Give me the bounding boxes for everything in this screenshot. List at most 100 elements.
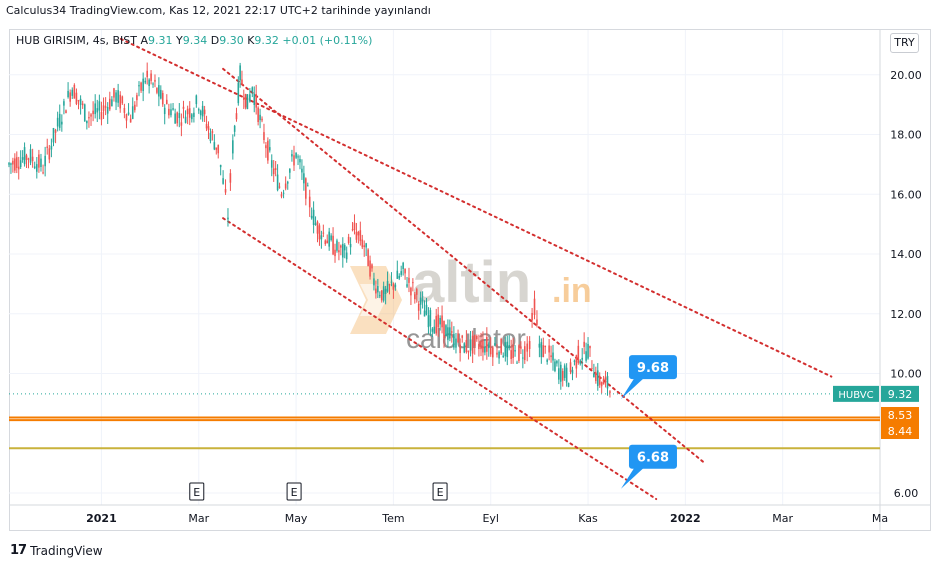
open-value: 9.31 <box>147 34 173 47</box>
candle-body <box>312 209 315 225</box>
candle-body <box>531 312 533 321</box>
candle-body <box>195 95 198 105</box>
candle-body <box>280 194 283 197</box>
candle-body <box>516 362 518 364</box>
candle-body <box>27 158 30 160</box>
candle-body <box>496 352 498 355</box>
candle-body <box>123 107 126 113</box>
candle-body <box>394 284 397 288</box>
candle-body <box>390 281 393 283</box>
candle-body <box>575 355 578 369</box>
event-label: E <box>193 486 200 499</box>
candle-body <box>469 339 472 351</box>
candle-body <box>237 82 240 104</box>
candle-body <box>117 90 119 103</box>
candle-body <box>33 166 36 169</box>
candle-body <box>463 343 466 353</box>
candle-body <box>100 111 103 120</box>
candle-body <box>282 192 285 194</box>
candle-body <box>15 157 18 169</box>
candle-body <box>242 97 245 100</box>
candle-body <box>54 129 57 133</box>
candle-body <box>96 108 99 113</box>
close-label: K <box>247 34 255 47</box>
candle-body <box>567 382 570 387</box>
candle-body <box>314 223 317 225</box>
candle-body <box>44 155 46 167</box>
candle-body <box>8 163 10 165</box>
y-tick-label: 10.00 <box>890 368 922 381</box>
candle-body <box>388 284 391 286</box>
candle-body <box>520 346 522 349</box>
callout-pointer <box>620 466 645 489</box>
tradingview-brand[interactable]: TradingView <box>30 543 103 558</box>
candle-body <box>10 163 12 165</box>
price-callouts: 9.68 6.68 <box>620 355 677 489</box>
candle-body <box>382 286 385 301</box>
currency-button[interactable]: TRY <box>890 33 919 53</box>
candle-body <box>589 345 591 349</box>
published-line: Calculus34 TradingView.com, Kas 12, 2021… <box>6 4 431 17</box>
candle-body <box>482 339 484 353</box>
candle-body <box>419 297 422 305</box>
candle-body <box>320 235 323 240</box>
candle-body <box>274 168 277 171</box>
level-badge-label: 8.53 <box>888 409 913 422</box>
candle-body <box>224 189 227 193</box>
candle-body <box>591 368 593 370</box>
callout-box <box>628 355 677 380</box>
candle-body <box>431 328 434 332</box>
candle-body <box>437 314 439 328</box>
candle-body <box>561 371 564 381</box>
candle-body <box>71 89 74 96</box>
candle-body <box>263 132 265 141</box>
y-tick-label: 20.00 <box>890 69 922 82</box>
candle-body <box>593 373 595 378</box>
candle-body <box>211 131 214 133</box>
y-tick-label: 6.00 <box>894 487 919 500</box>
candle-body <box>25 155 28 160</box>
event-label: E <box>437 486 444 499</box>
candle-body <box>506 341 509 358</box>
candle-body <box>88 117 90 119</box>
candle-body <box>465 339 468 353</box>
candle-body <box>441 315 443 328</box>
candle-body <box>104 106 107 108</box>
candle-body <box>14 158 16 171</box>
candle-body <box>23 147 26 165</box>
candle-body <box>178 113 181 119</box>
candle-body <box>512 345 514 358</box>
candle-body <box>152 83 154 85</box>
candle-body <box>119 94 122 109</box>
candle-body <box>239 65 241 81</box>
candle-body <box>265 145 267 149</box>
candle-body <box>384 288 387 294</box>
candle-body <box>165 99 168 105</box>
candle-body <box>241 79 243 85</box>
candle-body <box>542 345 545 358</box>
candle-body <box>447 327 449 340</box>
candle-body <box>595 371 597 381</box>
candle-body <box>257 107 259 123</box>
tradingview-logo-icon: 17 <box>10 543 27 558</box>
candle-body <box>163 107 166 115</box>
candle-body <box>558 368 560 380</box>
candle-body <box>193 112 195 117</box>
candle-body <box>233 125 236 132</box>
candle-body <box>17 166 20 170</box>
horizontal-levels <box>9 416 880 450</box>
candle-body <box>425 304 428 315</box>
candle-body <box>363 245 366 247</box>
candle-body <box>571 369 574 374</box>
candle-body <box>161 92 164 105</box>
candle-body <box>508 345 511 348</box>
candle-body <box>138 85 140 87</box>
candle-body <box>459 344 461 354</box>
candle-body <box>429 310 432 327</box>
candle-body <box>69 92 71 102</box>
candle-body <box>338 250 340 253</box>
candle-body <box>255 94 257 108</box>
change-value: +0.01 (+0.11%) <box>282 34 373 47</box>
